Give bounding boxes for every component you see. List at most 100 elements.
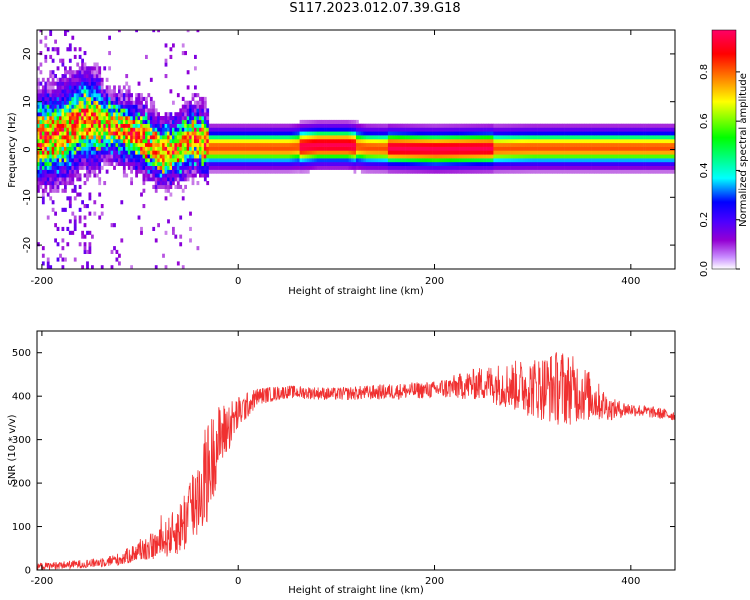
spectrogram-y-tick-label: 20: [22, 48, 33, 61]
spectrogram-cell: [194, 158, 197, 163]
spectrogram-cell: [81, 142, 84, 147]
spectrogram-cell: [56, 242, 60, 247]
spectrogram-cell: [100, 142, 104, 147]
spectrogram-cell: [140, 226, 143, 231]
spectrogram-cell: [59, 93, 62, 98]
spectrogram-cell: [71, 112, 75, 117]
spectrogram-cell: [191, 181, 195, 186]
spectrogram-cell: [130, 265, 133, 269]
spectrogram-cell: [265, 146, 268, 151]
spectrogram-cell: [468, 158, 472, 163]
spectrogram-cell: [625, 146, 629, 151]
spectrogram-cell: [37, 116, 40, 121]
spectrogram-cell: [61, 100, 65, 105]
spectrogram-cell: [108, 35, 111, 40]
spectrogram-cell: [461, 150, 465, 155]
spectrogram-cell: [127, 108, 131, 113]
spectrogram-cell: [495, 127, 499, 132]
spectrogram-cell: [527, 150, 531, 155]
spectrogram-cell: [167, 150, 170, 155]
spectrogram-cell: [120, 131, 124, 136]
spectrogram-cell: [157, 223, 160, 228]
spectrogram-cell: [444, 135, 448, 140]
spectrogram-cell: [216, 127, 219, 132]
spectrogram-cell: [169, 173, 173, 178]
spectrogram-cell: [437, 169, 440, 174]
spectrogram-cell: [147, 150, 151, 155]
spectrogram-cell: [515, 165, 519, 170]
spectrogram-cell: [383, 123, 386, 128]
spectrogram-cell: [73, 161, 77, 166]
spectrogram-cell: [535, 158, 538, 163]
spectrogram-cell: [39, 108, 43, 113]
spectrogram-cell: [238, 169, 241, 174]
spectrogram-cell: [670, 139, 673, 144]
spectrogram-cell: [248, 150, 251, 155]
spectrogram-cell: [279, 127, 283, 132]
spectrogram-cell: [56, 123, 60, 128]
spectrogram-cell: [186, 177, 190, 182]
spectrogram-cell: [640, 142, 644, 147]
spectrogram-cell: [432, 158, 435, 163]
spectrogram-cell: [557, 169, 560, 174]
spectrogram-cell: [127, 100, 131, 105]
spectrogram-cell: [542, 154, 546, 159]
spectrogram-cell: [333, 154, 337, 159]
spectrogram-cell: [287, 154, 291, 159]
spectrogram-cell: [540, 161, 543, 166]
spectrogram-cell: [503, 142, 506, 147]
spectrogram-cell: [527, 123, 531, 128]
spectrogram-cell: [120, 158, 124, 163]
spectrogram-cell: [417, 135, 421, 140]
spectrogram-cell: [76, 119, 80, 124]
spectrogram-cell: [564, 150, 568, 155]
spectrogram-cell: [149, 116, 153, 121]
spectrogram-cell: [611, 135, 614, 140]
spectrogram-cell: [348, 165, 352, 170]
spectrogram-cell: [105, 119, 109, 124]
spectrogram-cell: [670, 123, 673, 128]
spectrogram-cell: [464, 165, 467, 170]
spectrogram-cell: [449, 165, 452, 170]
spectrogram-cell: [186, 135, 190, 140]
spectrogram-cell: [73, 165, 77, 170]
spectrogram-cell: [147, 135, 151, 140]
spectrogram-cell: [444, 154, 448, 159]
spectrogram-cell: [527, 142, 531, 147]
spectrogram-cell: [105, 116, 109, 121]
spectrogram-cell: [103, 158, 107, 163]
spectrogram-cell: [71, 139, 75, 144]
spectrogram-cell: [574, 142, 578, 147]
spectrogram-cell: [331, 139, 335, 144]
spectrogram-cell: [51, 161, 55, 166]
spectrogram-cell: [154, 127, 158, 132]
spectrogram-cell: [105, 146, 109, 151]
spectrogram-cell: [194, 173, 197, 178]
spectrogram-cell: [670, 154, 673, 159]
spectrogram-cell: [532, 154, 536, 159]
spectrogram-cell: [76, 139, 80, 144]
spectrogram-cell: [78, 165, 82, 170]
spectrogram-cell: [88, 70, 92, 75]
spectrogram-cell: [130, 127, 133, 132]
spectrogram-cell: [132, 123, 136, 128]
spectrogram-cell: [76, 116, 80, 121]
spectrogram-cell: [105, 85, 109, 90]
spectrogram-cell: [61, 77, 65, 82]
spectrogram-cell: [402, 158, 406, 163]
spectrogram-cell: [78, 146, 82, 151]
spectrogram-cell: [110, 100, 114, 105]
spectrogram-cell: [66, 104, 70, 109]
spectrogram-cell: [149, 142, 153, 147]
spectrogram-cell: [481, 150, 484, 155]
spectrogram-cell: [41, 246, 45, 251]
spectrogram-cell: [547, 146, 551, 151]
spectrogram-cell: [41, 261, 45, 266]
spectrogram-cell: [574, 158, 578, 163]
spectrogram-cell: [245, 154, 249, 159]
spectrogram-cell: [225, 135, 229, 140]
spectrogram-cell: [581, 135, 585, 140]
spectrogram-cell: [419, 123, 423, 128]
spectrogram-cell: [375, 139, 379, 144]
spectrogram-cell: [567, 135, 570, 140]
